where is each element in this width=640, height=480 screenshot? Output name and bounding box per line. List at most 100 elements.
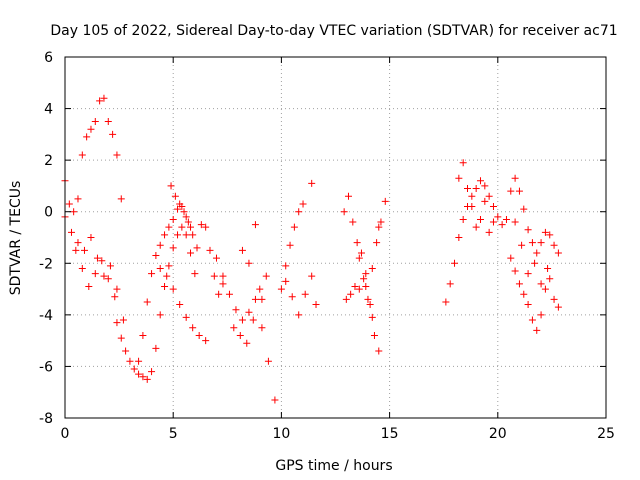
data-point	[271, 396, 279, 404]
data-point	[156, 264, 164, 272]
data-point	[117, 195, 125, 203]
data-point	[537, 239, 545, 247]
data-point	[468, 192, 476, 200]
data-point	[258, 295, 266, 303]
data-point	[351, 282, 359, 290]
data-point	[130, 365, 138, 373]
data-point	[455, 234, 463, 241]
data-point	[301, 290, 309, 298]
data-point	[72, 246, 80, 254]
data-point	[104, 275, 112, 283]
chart-title: Day 105 of 2022, Sidereal Day-to-day VTE…	[50, 23, 617, 39]
data-point	[174, 231, 182, 239]
data-point	[230, 324, 238, 332]
data-point	[182, 213, 190, 221]
data-point	[238, 246, 246, 254]
data-point	[182, 231, 190, 239]
data-point	[152, 344, 160, 352]
data-point	[139, 331, 147, 339]
data-point	[176, 301, 184, 309]
x-tick-label: 5	[169, 426, 178, 442]
data-point	[264, 357, 272, 365]
data-point	[96, 97, 104, 105]
y-tick-label: -4	[39, 308, 53, 324]
data-point	[78, 264, 86, 272]
data-point	[464, 185, 472, 193]
data-point	[193, 244, 201, 252]
data-point	[511, 218, 519, 226]
data-point	[537, 280, 545, 288]
data-point	[113, 285, 121, 293]
data-point	[169, 285, 177, 293]
data-point	[368, 313, 376, 321]
data-point	[520, 290, 528, 298]
data-point	[299, 200, 307, 208]
data-point	[74, 239, 82, 247]
data-point	[282, 277, 290, 285]
data-point	[100, 94, 108, 102]
data-point	[340, 208, 348, 216]
data-point	[187, 249, 195, 257]
data-point	[167, 182, 175, 190]
data-point	[126, 357, 134, 365]
x-tick-label: 20	[489, 426, 507, 442]
data-point	[515, 280, 523, 288]
data-point	[87, 125, 95, 133]
data-point	[249, 316, 257, 324]
data-point	[375, 223, 383, 231]
data-point	[451, 259, 459, 267]
data-point	[362, 282, 370, 290]
data-point	[524, 226, 532, 234]
data-point	[156, 241, 164, 249]
data-point	[178, 223, 186, 231]
data-point	[481, 182, 489, 190]
data-point	[355, 254, 363, 262]
data-point	[282, 262, 290, 270]
data-point	[148, 270, 156, 278]
data-point	[554, 249, 562, 257]
data-point	[344, 192, 352, 200]
data-point	[169, 215, 177, 223]
data-point	[295, 311, 303, 319]
data-point	[531, 259, 539, 267]
data-point	[446, 280, 454, 288]
data-point	[485, 228, 493, 236]
data-point	[184, 218, 192, 226]
x-tick-label: 15	[381, 426, 399, 442]
data-point	[476, 177, 484, 185]
data-point	[511, 174, 519, 182]
data-point	[360, 275, 368, 283]
data-point	[528, 239, 536, 247]
data-point	[113, 151, 121, 159]
data-point	[78, 151, 86, 159]
y-tick-label: 0	[44, 205, 53, 221]
data-point	[106, 262, 114, 270]
data-point	[349, 218, 357, 226]
data-point	[215, 290, 223, 298]
data-point	[163, 272, 171, 280]
y-axis-label: SDTVAR / TECUs	[8, 181, 24, 296]
data-point	[156, 311, 164, 319]
x-tick-label: 0	[61, 426, 70, 442]
y-tick-label: 2	[44, 153, 53, 169]
data-point	[70, 208, 78, 216]
x-axis-label: GPS time / hours	[275, 458, 392, 474]
data-point	[494, 213, 502, 221]
data-point	[546, 275, 554, 283]
data-point	[485, 192, 493, 200]
data-point	[187, 223, 195, 231]
y-tick-label: -6	[39, 359, 53, 375]
data-point	[258, 324, 266, 332]
data-point	[165, 262, 173, 270]
data-point	[87, 234, 95, 241]
data-point	[357, 249, 365, 257]
data-point	[295, 208, 303, 216]
data-point	[524, 301, 532, 309]
data-point	[236, 331, 244, 339]
data-point	[176, 200, 184, 208]
data-point	[85, 282, 93, 290]
data-point	[546, 231, 554, 239]
data-point	[502, 215, 510, 223]
